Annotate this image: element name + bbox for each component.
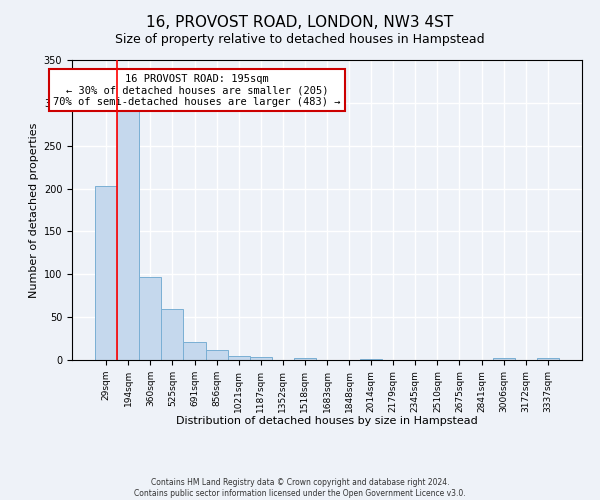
Bar: [161, 308, 184, 360]
Bar: [184, 342, 206, 360]
Bar: [537, 358, 559, 360]
Bar: [227, 356, 250, 360]
Bar: [206, 350, 227, 360]
Text: 16 PROVOST ROAD: 195sqm
← 30% of detached houses are smaller (205)
70% of semi-d: 16 PROVOST ROAD: 195sqm ← 30% of detache…: [53, 74, 341, 106]
X-axis label: Distribution of detached houses by size in Hampstead: Distribution of detached houses by size …: [176, 416, 478, 426]
Bar: [360, 359, 382, 360]
Bar: [250, 358, 272, 360]
Text: 16, PROVOST ROAD, LONDON, NW3 4ST: 16, PROVOST ROAD, LONDON, NW3 4ST: [146, 15, 454, 30]
Bar: [117, 110, 139, 360]
Bar: [294, 358, 316, 360]
Bar: [95, 186, 117, 360]
Text: Contains HM Land Registry data © Crown copyright and database right 2024.
Contai: Contains HM Land Registry data © Crown c…: [134, 478, 466, 498]
Y-axis label: Number of detached properties: Number of detached properties: [29, 122, 40, 298]
Bar: [139, 277, 161, 360]
Bar: [493, 358, 515, 360]
Text: Size of property relative to detached houses in Hampstead: Size of property relative to detached ho…: [115, 32, 485, 46]
